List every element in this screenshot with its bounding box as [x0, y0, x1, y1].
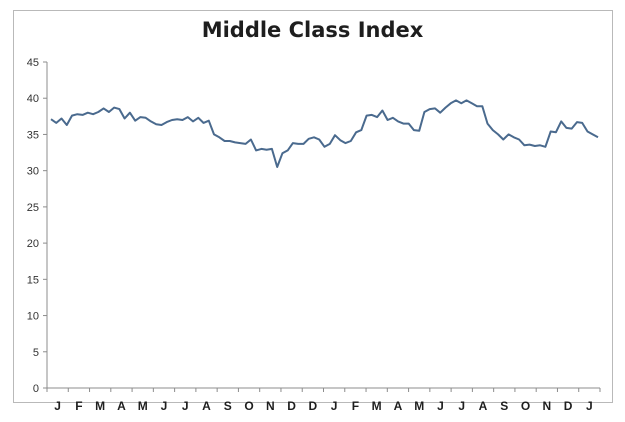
y-tick-label: 0	[33, 383, 39, 395]
x-tick-label: N	[542, 399, 551, 413]
x-tick-label: J	[586, 399, 593, 413]
x-tick-label: F	[75, 399, 82, 413]
y-tick-label: 20	[27, 238, 39, 250]
y-tick-label: 10	[27, 311, 39, 323]
x-tick-label: M	[414, 399, 424, 413]
x-tick-label: J	[437, 399, 444, 413]
x-tick-label: M	[372, 399, 382, 413]
x-tick-label: S	[224, 399, 232, 413]
x-tick-label: J	[458, 399, 465, 413]
y-tick-label: 25	[27, 202, 39, 214]
x-tick-label: J	[331, 399, 338, 413]
x-tick-label: J	[54, 399, 61, 413]
x-tick-label: J	[161, 399, 168, 413]
x-tick-label: M	[138, 399, 148, 413]
y-tick-label: 5	[33, 347, 39, 359]
chart-frame	[13, 10, 613, 403]
x-tick-label: D	[287, 399, 296, 413]
x-tick-label: O	[521, 399, 530, 413]
y-tick-label: 45	[27, 57, 39, 69]
chart-title: Middle Class Index	[201, 18, 424, 42]
x-tick-label: F	[352, 399, 359, 413]
x-tick-label: D	[309, 399, 318, 413]
x-tick-label: M	[95, 399, 105, 413]
x-tick-label: O	[244, 399, 253, 413]
x-tick-label: A	[202, 399, 211, 413]
y-tick-label: 15	[27, 274, 39, 286]
x-tick-label: A	[394, 399, 403, 413]
series-line	[50, 99, 599, 168]
x-tick-label: J	[182, 399, 189, 413]
y-tick-label: 35	[27, 129, 39, 141]
x-tick-label: A	[117, 399, 126, 413]
y-tick-label: 40	[27, 93, 39, 105]
x-tick-label: D	[564, 399, 573, 413]
y-tick-label: 30	[27, 166, 39, 178]
x-tick-label: S	[500, 399, 508, 413]
x-tick-label: A	[479, 399, 488, 413]
x-tick-label: N	[266, 399, 275, 413]
